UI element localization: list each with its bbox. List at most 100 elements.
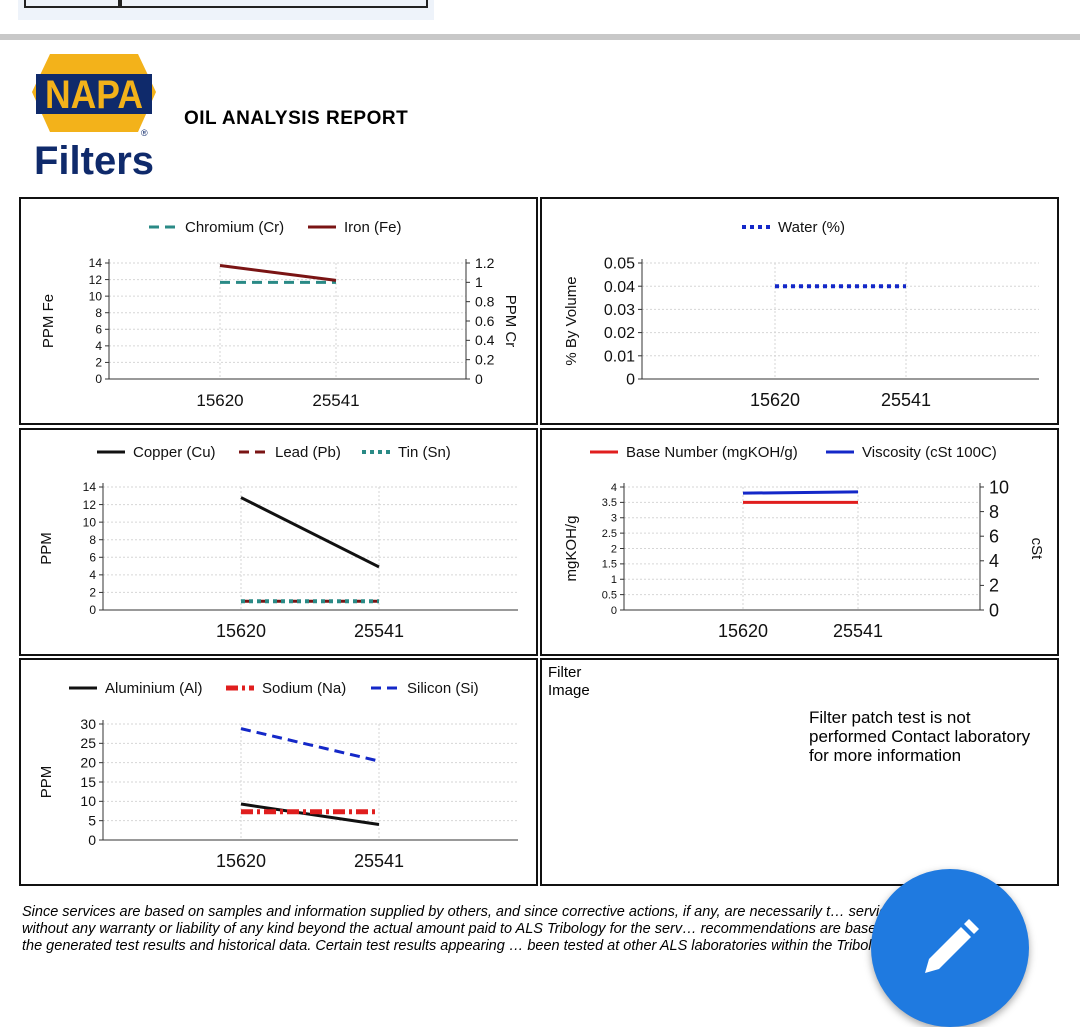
y-tick-label: 3.5: [602, 497, 617, 509]
y2-tick-label: 0.2: [475, 352, 495, 368]
y-tick-label: 4: [611, 482, 617, 494]
y-tick-label: 20: [80, 755, 96, 771]
y-axis-label: PPM Fe: [40, 294, 57, 348]
y-tick-label: 0: [611, 605, 617, 617]
y2-tick-label: 0.6: [475, 313, 495, 329]
legend-label: Aluminium (Al): [105, 680, 203, 697]
x-tick-label: 15620: [750, 390, 800, 410]
y-axis-label: mgKOH/g: [563, 516, 580, 582]
chart-svg: Base Number (mgKOH/g) Viscosity (cSt 100C…: [563, 444, 1045, 641]
chart-panel-iron-chromium: Chromium (Cr) Iron (Fe) 0 2 4 6 8 10 12 14 0 0.2 0.4…: [19, 197, 538, 425]
report-title: OIL ANALYSIS REPORT: [184, 108, 409, 129]
chart-panel-aluminium-sodium-silicon: Aluminium (Al) Sodium (Na) Silicon (Si) 0 5 1…: [19, 658, 538, 886]
y-tick-label: 4: [95, 339, 102, 353]
chart-panel-copper-lead-tin: Copper (Cu) Lead (Pb) Tin (Sn) 0 2 4 6 8 10 12 14 P…: [19, 428, 538, 656]
chart-panel-base-number-viscosity: Base Number (mgKOH/g) Viscosity (cSt 100C…: [540, 428, 1059, 656]
y-tick-label: 0.05: [604, 256, 635, 273]
y-tick-label: 3: [611, 513, 617, 525]
top-form-field: [120, 0, 428, 8]
y-tick-label: 1: [611, 574, 617, 586]
y-axis-label: % By Volume: [563, 276, 580, 365]
y-tick-label: 14: [89, 256, 103, 270]
x-tick-label: 25541: [354, 851, 404, 871]
y-tick-label: 10: [80, 793, 96, 809]
chart-panel-water: Water (%) 0 0.01 0.02 0.03 0.04 0.05 % By Volum…: [540, 197, 1059, 425]
y-tick-label: 0.5: [602, 589, 617, 601]
y2-tick-label: 1: [475, 274, 483, 290]
page-divider: [0, 34, 1080, 40]
chart-svg: Aluminium (Al) Sodium (Na) Silicon (Si) 0 5 1…: [38, 680, 518, 871]
x-tick-label: 15620: [718, 621, 768, 641]
y-tick-label: 30: [80, 716, 96, 732]
legend-label: Chromium (Cr): [185, 219, 284, 236]
y2-tick-label: 1.2: [475, 255, 495, 271]
y-tick-label: 12: [83, 498, 97, 512]
y-tick-label: 6: [89, 550, 96, 564]
y2-tick-label: 0: [475, 371, 483, 387]
series-line: [219, 263, 337, 282]
legend-label: Silicon (Si): [407, 680, 479, 697]
y-tick-label: 15: [80, 774, 96, 790]
logo-registered: ®: [141, 128, 148, 138]
y2-tick-label: 0: [989, 600, 999, 620]
series-line: [240, 496, 380, 569]
y-tick-label: 4: [89, 568, 96, 582]
x-tick-label: 25541: [833, 621, 883, 641]
logo-band: [36, 74, 152, 114]
y-tick-label: 14: [83, 480, 97, 494]
edit-fab-button[interactable]: [871, 869, 1029, 1027]
y2-axis-label: cSt: [1028, 538, 1045, 561]
filter-message: Filter patch test is not performed Conta…: [809, 708, 1031, 765]
legend-label: Copper (Cu): [133, 444, 216, 461]
x-tick-label: 15620: [196, 391, 243, 410]
y-axis-label: PPM: [38, 532, 55, 565]
y-tick-label: 12: [89, 273, 103, 287]
legend-label: Base Number (mgKOH/g): [626, 444, 798, 461]
legend-label: Iron (Fe): [344, 219, 402, 236]
legend-label: Water (%): [778, 219, 845, 236]
logo-brand-top: NAPA: [45, 73, 143, 117]
x-tick-label: 15620: [216, 621, 266, 641]
y2-axis-label: PPM Cr: [502, 295, 519, 348]
x-tick-label: 25541: [312, 391, 359, 410]
series-line: [240, 802, 380, 827]
series-line: [742, 490, 859, 495]
x-tick-label: 25541: [881, 390, 931, 410]
chart-svg: Copper (Cu) Lead (Pb) Tin (Sn) 0 2 4 6 8 10 12 14 P…: [38, 444, 518, 641]
y-tick-label: 1.5: [602, 559, 617, 571]
y-tick-label: 0: [88, 832, 96, 848]
pencil-icon: [925, 919, 979, 973]
y-tick-label: 2: [89, 586, 96, 600]
legend-label: Lead (Pb): [275, 444, 341, 461]
y2-tick-label: 6: [989, 527, 999, 547]
y-tick-label: 25: [80, 735, 96, 751]
filter-image-label: Filter Image: [548, 664, 590, 699]
y-tick-label: 0.02: [604, 325, 635, 342]
y-tick-label: 2: [95, 356, 102, 370]
y2-tick-label: 10: [989, 477, 1009, 497]
y2-tick-label: 2: [989, 576, 999, 596]
y2-tick-label: 0.8: [475, 294, 495, 310]
filter-image-panel: Filter Image Filter patch test is not pe…: [540, 658, 1059, 886]
y-tick-label: 0: [95, 372, 102, 386]
series-line: [240, 727, 380, 763]
legend-label: Sodium (Na): [262, 680, 346, 697]
y-tick-label: 0: [89, 603, 96, 617]
y-tick-label: 10: [83, 515, 97, 529]
y-tick-label: 8: [89, 533, 96, 547]
y-tick-label: 10: [89, 289, 103, 303]
x-tick-label: 15620: [216, 851, 266, 871]
y-tick-label: 5: [88, 813, 96, 829]
napa-filters-logo: NAPA ® Filters: [32, 54, 156, 182]
y2-tick-label: 8: [989, 502, 999, 522]
top-form-field: [24, 0, 120, 8]
y-tick-label: 8: [95, 306, 102, 320]
chart-svg: Water (%) 0 0.01 0.02 0.03 0.04 0.05 % By Volum…: [563, 219, 1039, 410]
y-tick-label: 2: [611, 543, 617, 555]
y-tick-label: 6: [95, 322, 102, 336]
logo-brand-bottom: Filters: [34, 139, 154, 182]
y-tick-label: 0: [626, 372, 635, 389]
y-axis-label: PPM: [38, 766, 55, 799]
y2-tick-label: 4: [989, 551, 999, 571]
legend-label: Tin (Sn): [398, 444, 451, 461]
